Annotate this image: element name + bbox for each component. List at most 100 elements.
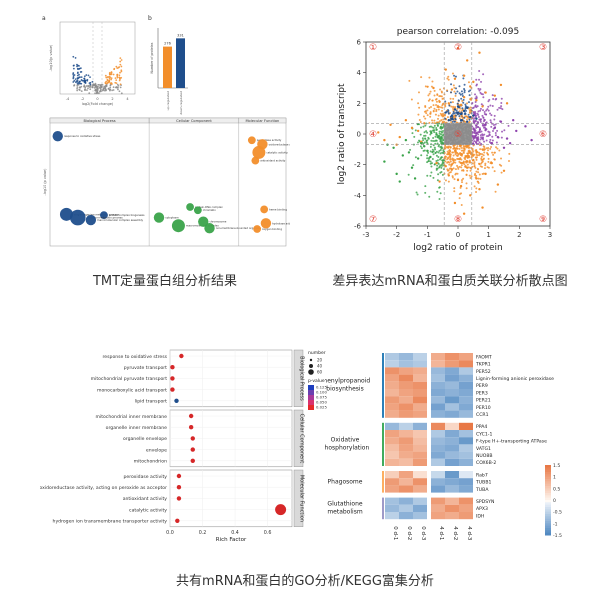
colorbar-segment <box>545 490 551 494</box>
scatter-cloud-point <box>435 139 438 142</box>
dotplot-term-label: mitochondrial pyruvate transport <box>91 376 168 382</box>
heatmap-cell <box>399 512 413 520</box>
scatter-cloud-point <box>468 174 471 177</box>
scatter-cloud-point <box>482 109 485 112</box>
scatter-cloud-point <box>432 126 435 129</box>
scatter-cloud-point <box>453 74 456 77</box>
bubble-section-title: Biological Process <box>84 119 116 123</box>
scatter-cloud-point <box>422 149 425 152</box>
volcano-point <box>80 79 83 81</box>
scatter-cloud-point <box>432 153 435 156</box>
heatmap-cell <box>445 444 459 452</box>
volcano-point <box>108 80 111 82</box>
scatter-cloud-point <box>480 80 483 83</box>
scatter-cloud-point <box>467 107 470 110</box>
scatter-cloud-point <box>444 157 447 160</box>
scatter-cloud-point <box>469 153 472 156</box>
scatter-cloud-point <box>458 165 461 168</box>
heatmap-cell <box>431 353 445 361</box>
scatter-cloud-point <box>481 153 484 156</box>
scatter-cloud-point <box>475 142 478 145</box>
heatmap-gene-label: COX6B-2 <box>476 460 496 466</box>
scatter-cloud-point <box>424 185 427 188</box>
dotplot-point <box>275 504 287 516</box>
scatter-cloud-point <box>478 163 481 166</box>
scatter-cloud-point <box>477 113 480 116</box>
scatter-cloud-point <box>500 157 503 160</box>
volcano-point <box>99 90 102 93</box>
scatter-cloud-point <box>482 73 485 76</box>
scatter-cloud-point <box>463 88 466 91</box>
scatter-cloud-point <box>450 121 453 124</box>
scatter-cloud-point <box>433 131 436 134</box>
scatter-cloud-point <box>463 91 466 94</box>
volcano-point <box>72 77 75 80</box>
scatter-cloud-point <box>436 190 439 193</box>
scatter-cloud-point <box>450 105 453 108</box>
volcano-point <box>118 79 121 82</box>
scatter-cloud-point <box>437 173 440 176</box>
scatter-cloud-point <box>462 169 465 172</box>
colorbar-tick-label: -0.5 <box>553 510 562 516</box>
scatter-cloud-point <box>438 158 441 161</box>
volcano-point <box>76 77 79 79</box>
scatter-cloud-point <box>473 140 476 143</box>
scatter-cloud-point <box>440 156 443 159</box>
colorbar-segment <box>545 474 551 478</box>
scatter-cloud-point <box>481 124 484 127</box>
heatmap-cell <box>413 485 427 493</box>
bubble-point-label: oxygen binding <box>262 227 282 231</box>
scatter-cloud-point <box>436 117 439 120</box>
colorbar-segment <box>545 509 551 513</box>
scatter-cloud-point <box>493 158 496 161</box>
heatmap-cell <box>413 512 427 520</box>
scatter-cloud-point <box>474 136 477 139</box>
heatmap-cell <box>399 497 413 505</box>
heatmap-cell <box>413 422 427 430</box>
scatter-cloud-point <box>470 175 473 178</box>
scatter-cloud-point <box>426 131 429 134</box>
colorbar-segment <box>545 514 551 517</box>
dotplot-point <box>170 365 175 370</box>
volcano-point <box>109 84 112 87</box>
scatter-cloud-point <box>422 115 425 118</box>
volcano-point <box>106 79 109 82</box>
scatter-cloud-point <box>494 123 497 126</box>
heatmap-cell <box>399 444 413 452</box>
scatter-cloud-point <box>481 136 484 139</box>
scatter-cloud-point <box>481 160 484 163</box>
scatter-cloud-point <box>469 161 472 164</box>
heatmap-cell <box>431 497 445 505</box>
dotplot-term-label: antioxidant activity <box>123 496 168 502</box>
scatter-cloud-point <box>479 120 482 123</box>
scatter-point <box>456 111 460 114</box>
scatter-cloud-point <box>448 161 451 164</box>
scatter-cloud-point <box>435 154 438 157</box>
heatmap-cell <box>413 497 427 505</box>
volcano-point <box>84 89 86 91</box>
volcano-point <box>118 90 121 93</box>
scatter-cloud-point <box>488 131 491 134</box>
heatmap-cell <box>413 430 427 438</box>
scatter-cloud-point <box>480 136 483 139</box>
heatmap-cell <box>399 403 413 411</box>
dotplot-point <box>190 447 195 452</box>
scatter-cloud-point <box>463 116 466 119</box>
heatmap-cell <box>399 360 413 368</box>
scatter-cloud-point <box>434 135 437 138</box>
scatter-cloud-point <box>417 113 420 116</box>
heatmap-cell <box>413 360 427 368</box>
volcano-point <box>105 89 108 92</box>
scatter-cloud-point <box>433 94 436 97</box>
dotplot-x-tick-label: 0.0 <box>166 530 174 536</box>
scatter-cloud-point <box>487 153 490 156</box>
volcano-point <box>104 86 107 88</box>
volcano-tick-label: 2 <box>111 97 113 101</box>
scatter-cloud-point <box>422 142 425 145</box>
heatmap-cell <box>445 422 459 430</box>
volcano-point <box>89 86 92 88</box>
heatmap-cell <box>413 458 427 466</box>
scatter-cloud-point <box>440 119 443 122</box>
heatmap-cell <box>399 396 413 404</box>
scatter-point <box>490 142 493 145</box>
